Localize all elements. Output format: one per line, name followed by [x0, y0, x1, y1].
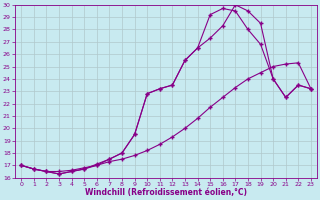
X-axis label: Windchill (Refroidissement éolien,°C): Windchill (Refroidissement éolien,°C) — [85, 188, 247, 197]
